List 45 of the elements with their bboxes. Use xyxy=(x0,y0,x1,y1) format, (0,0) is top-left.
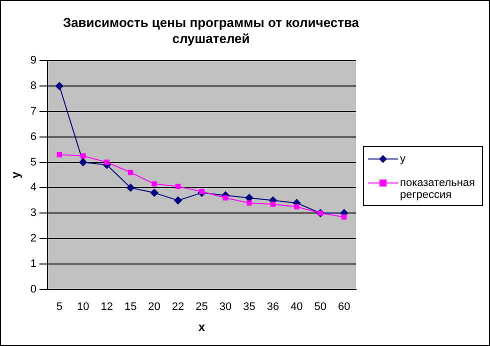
chart-title: Зависимость цены программы от количества слушателей xyxy=(62,15,360,47)
x-tick-label: 15 xyxy=(124,301,137,314)
y-tick-label: 7 xyxy=(30,105,37,118)
point xyxy=(199,188,204,194)
y-tick-label: 0 xyxy=(30,283,37,296)
point xyxy=(174,196,182,204)
point xyxy=(175,184,181,190)
y-tick-label: 6 xyxy=(30,130,37,143)
legend-label: y xyxy=(400,153,406,165)
y-tick-label: 3 xyxy=(30,207,37,220)
y-tick-label: 1 xyxy=(30,258,37,270)
point xyxy=(55,82,64,90)
point xyxy=(342,214,347,220)
point xyxy=(80,153,86,159)
x-tick-label: 36 xyxy=(266,301,280,314)
x-tick-label: 22 xyxy=(172,301,184,314)
x-tick-label: 35 xyxy=(243,301,256,314)
y-tick-label: 5 xyxy=(30,156,37,168)
legend-label: показательная регрессия xyxy=(400,177,476,201)
point xyxy=(294,204,300,210)
point xyxy=(270,202,276,207)
x-tick-label: 12 xyxy=(100,301,113,314)
y-axis-title: y xyxy=(8,171,23,178)
point xyxy=(128,170,134,176)
y-tick-label: 2 xyxy=(30,232,37,245)
point xyxy=(79,158,88,166)
y-tick-label: 4 xyxy=(30,182,37,194)
point xyxy=(56,152,62,158)
x-tick-label: 25 xyxy=(196,301,208,314)
x-tick-label: 20 xyxy=(148,301,160,314)
y-tick-label: 8 xyxy=(30,80,37,92)
point xyxy=(104,160,110,165)
point xyxy=(150,188,158,197)
point xyxy=(152,181,157,187)
point xyxy=(222,195,228,200)
x-tick-label: 40 xyxy=(290,301,303,314)
x-tick-label: 50 xyxy=(314,301,327,314)
x-tick-label: 30 xyxy=(219,301,232,314)
point xyxy=(126,184,135,192)
x-tick-label: 5 xyxy=(56,301,62,314)
x-tick-label: 10 xyxy=(76,301,90,314)
y-tick-label: 9 xyxy=(30,54,37,67)
x-axis-title: x xyxy=(198,320,206,334)
point xyxy=(246,200,252,206)
x-tick-label: 60 xyxy=(338,301,350,314)
